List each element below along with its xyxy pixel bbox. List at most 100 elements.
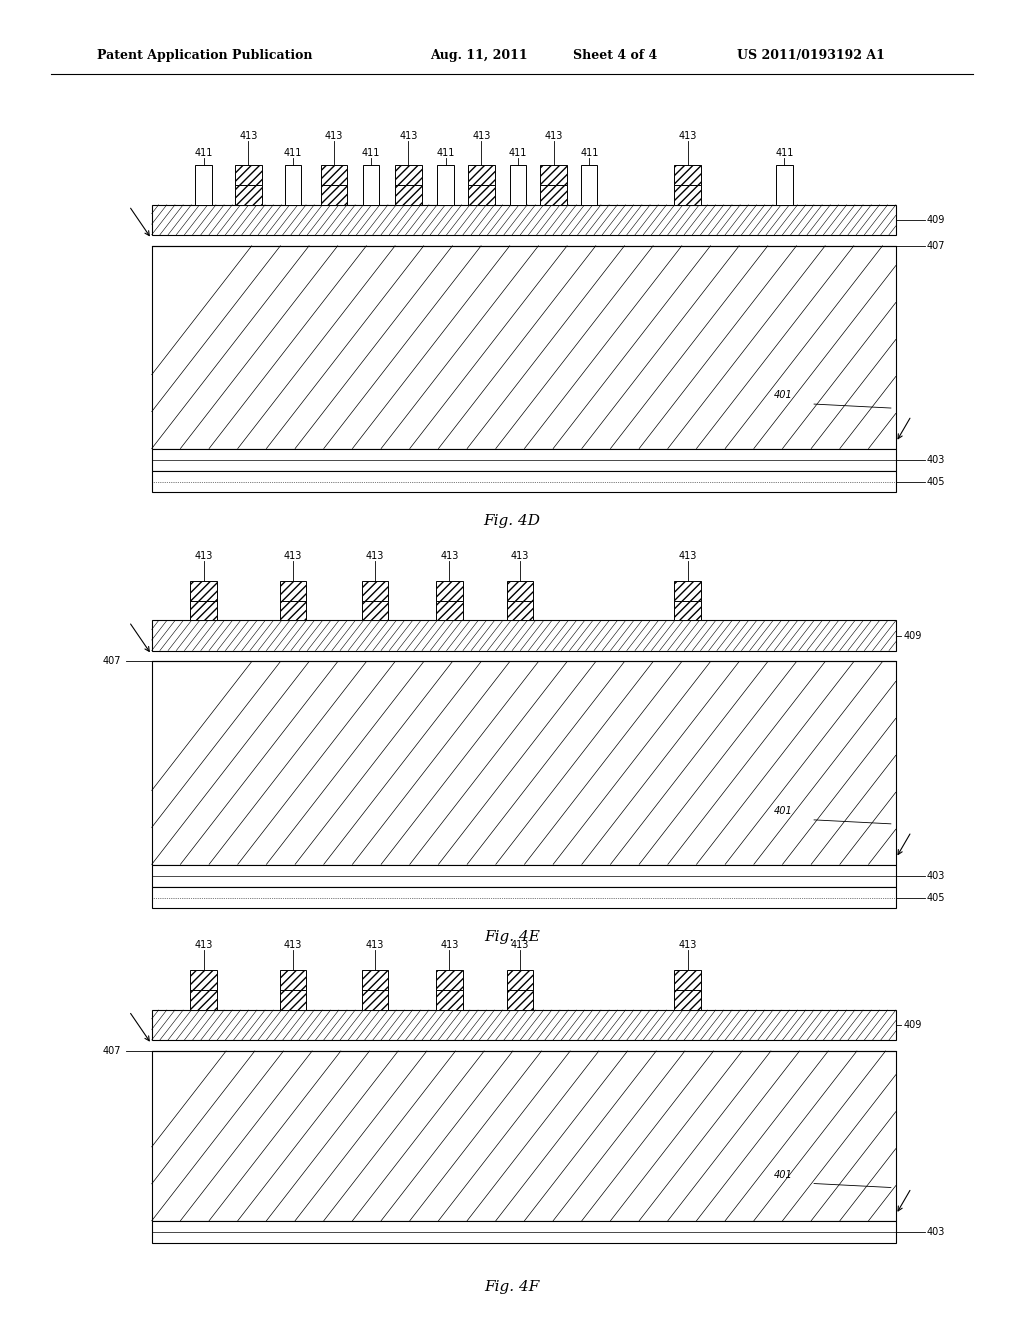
Text: 413: 413 [195, 940, 213, 950]
Text: 401: 401 [774, 391, 793, 400]
Bar [152, 449, 896, 471]
Bar [190, 970, 217, 990]
Text: 413: 413 [440, 550, 459, 561]
Text: 401: 401 [774, 807, 793, 816]
Text: 403: 403 [927, 455, 945, 465]
Bar [152, 887, 896, 908]
Bar [436, 990, 463, 1010]
Bar [581, 165, 597, 205]
Bar [468, 165, 495, 185]
Text: 413: 413 [240, 131, 257, 141]
Bar [236, 185, 262, 205]
Bar [152, 246, 896, 449]
Bar [285, 165, 301, 205]
Text: 413: 413 [678, 550, 696, 561]
Text: 413: 413 [366, 940, 384, 950]
Bar [321, 165, 347, 185]
Text: 413: 413 [440, 940, 459, 950]
Text: 409: 409 [903, 631, 922, 640]
Bar [280, 581, 306, 601]
Text: 411: 411 [436, 148, 455, 158]
Text: 413: 413 [284, 940, 302, 950]
Text: 411: 411 [195, 148, 213, 158]
Bar [152, 620, 896, 651]
Text: Sheet 4 of 4: Sheet 4 of 4 [573, 49, 657, 62]
Bar [507, 581, 534, 601]
Bar [507, 970, 534, 990]
Text: 413: 413 [472, 131, 490, 141]
Bar [395, 185, 422, 205]
Text: 413: 413 [678, 131, 696, 141]
Bar [190, 990, 217, 1010]
Text: 413: 413 [511, 940, 529, 950]
Text: 407: 407 [102, 656, 121, 667]
Text: 413: 413 [366, 550, 384, 561]
Text: Patent Application Publication: Patent Application Publication [97, 49, 312, 62]
Text: 411: 411 [581, 148, 598, 158]
Bar [321, 185, 347, 205]
Bar [436, 970, 463, 990]
Text: 413: 413 [511, 550, 529, 561]
Bar [776, 165, 793, 205]
Bar [437, 165, 454, 205]
Bar [361, 581, 388, 601]
Bar [510, 165, 526, 205]
Text: 411: 411 [775, 148, 794, 158]
Bar [280, 601, 306, 620]
Bar [674, 581, 700, 601]
Text: 405: 405 [927, 477, 945, 487]
Text: 413: 413 [678, 940, 696, 950]
Text: 413: 413 [325, 131, 343, 141]
Bar [674, 601, 700, 620]
Bar [190, 601, 217, 620]
Bar [152, 865, 896, 887]
Text: 403: 403 [927, 1228, 945, 1237]
Bar [361, 970, 388, 990]
Bar [362, 165, 379, 205]
Bar [361, 990, 388, 1010]
Text: Fig. 4F: Fig. 4F [484, 1280, 540, 1294]
Bar [436, 601, 463, 620]
Bar [361, 601, 388, 620]
Bar [541, 165, 567, 185]
Text: 413: 413 [195, 550, 213, 561]
Bar [152, 1010, 896, 1040]
Text: 413: 413 [545, 131, 563, 141]
Text: 409: 409 [903, 1020, 922, 1030]
Bar [152, 471, 896, 492]
Bar [674, 990, 700, 1010]
Text: 407: 407 [927, 240, 945, 251]
Text: 409: 409 [927, 215, 945, 224]
Bar [196, 165, 212, 205]
Text: 401: 401 [774, 1170, 793, 1180]
Text: 407: 407 [102, 1045, 121, 1056]
Text: Aug. 11, 2011: Aug. 11, 2011 [430, 49, 527, 62]
Bar [280, 970, 306, 990]
Bar [152, 661, 896, 865]
Bar [280, 990, 306, 1010]
Bar [190, 581, 217, 601]
Bar [468, 185, 495, 205]
Bar [507, 990, 534, 1010]
Bar [152, 1221, 896, 1243]
Text: Fig. 4D: Fig. 4D [483, 515, 541, 528]
Bar [152, 1051, 896, 1221]
Bar [236, 165, 262, 185]
Text: 411: 411 [284, 148, 302, 158]
Text: 405: 405 [927, 892, 945, 903]
Bar [436, 581, 463, 601]
Bar [674, 185, 700, 205]
Bar [541, 185, 567, 205]
Bar [395, 165, 422, 185]
Text: 403: 403 [927, 871, 945, 880]
Text: 411: 411 [361, 148, 380, 158]
Bar [507, 601, 534, 620]
Text: Fig. 4E: Fig. 4E [484, 931, 540, 944]
Text: 413: 413 [399, 131, 418, 141]
Text: US 2011/0193192 A1: US 2011/0193192 A1 [737, 49, 885, 62]
Bar [674, 165, 700, 185]
Text: 413: 413 [284, 550, 302, 561]
Bar [674, 970, 700, 990]
Bar [152, 205, 896, 235]
Text: 411: 411 [509, 148, 527, 158]
